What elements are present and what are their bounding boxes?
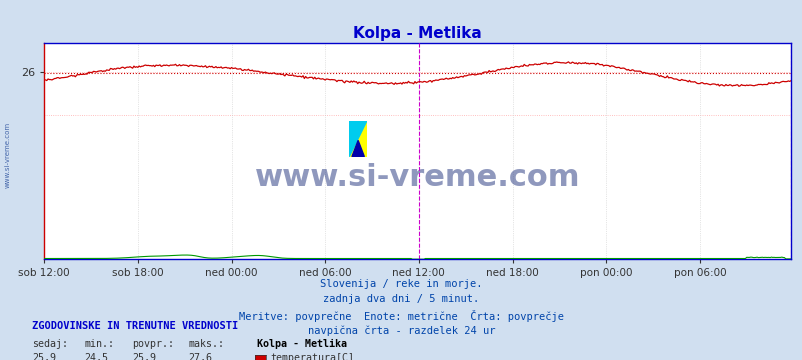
Text: zadnja dva dni / 5 minut.: zadnja dva dni / 5 minut. [323, 294, 479, 305]
Polygon shape [349, 121, 367, 157]
Text: Kolpa - Metlika: Kolpa - Metlika [257, 339, 346, 349]
Text: navpična črta - razdelek 24 ur: navpična črta - razdelek 24 ur [307, 325, 495, 336]
Text: 25,9: 25,9 [32, 353, 56, 360]
Text: ZGODOVINSKE IN TRENUTNE VREDNOSTI: ZGODOVINSKE IN TRENUTNE VREDNOSTI [32, 321, 238, 332]
Text: min.:: min.: [84, 339, 114, 349]
Text: povpr.:: povpr.: [132, 339, 174, 349]
Text: 24,5: 24,5 [84, 353, 108, 360]
Text: Slovenija / reke in morje.: Slovenija / reke in morje. [320, 279, 482, 289]
Text: www.si-vreme.com: www.si-vreme.com [4, 122, 10, 188]
Polygon shape [349, 121, 367, 157]
Text: 25,9: 25,9 [132, 353, 156, 360]
Text: temperatura[C]: temperatura[C] [270, 353, 354, 360]
Polygon shape [351, 140, 364, 157]
Title: Kolpa - Metlika: Kolpa - Metlika [353, 26, 481, 41]
Text: Meritve: povprečne  Enote: metrične  Črta: povprečje: Meritve: povprečne Enote: metrične Črta:… [239, 310, 563, 322]
Text: www.si-vreme.com: www.si-vreme.com [254, 163, 580, 192]
Text: 27,6: 27,6 [188, 353, 213, 360]
Text: sedaj:: sedaj: [32, 339, 68, 349]
Text: maks.:: maks.: [188, 339, 225, 349]
